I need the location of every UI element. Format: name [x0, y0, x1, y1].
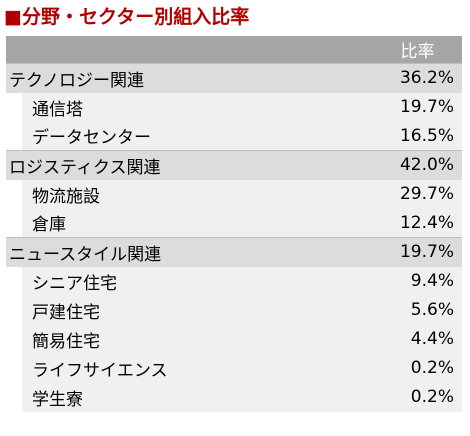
category-value: 42.0% — [344, 150, 462, 180]
subitem-value: 5.6% — [344, 295, 462, 325]
category-row-logistics: ロジスティクス関連 42.0% — [6, 150, 462, 180]
subitem-name: 戸建住宅 — [22, 295, 344, 325]
row-indent — [6, 92, 22, 122]
category-name: ロジスティクス関連 — [6, 150, 344, 180]
row-indent — [6, 295, 22, 325]
subitem-row: 通信塔 19.7% — [6, 92, 462, 122]
subitem-row: 簡易住宅 4.4% — [6, 324, 462, 354]
subitem-name: ライフサイエンス — [22, 353, 344, 383]
category-value: 19.7% — [344, 237, 462, 267]
subitem-value: 29.7% — [344, 179, 462, 209]
subitem-value: 19.7% — [344, 92, 462, 122]
allocation-table: 比率 テクノロジー関連 36.2% 通信塔 19.7% データセンター 16.5… — [6, 36, 462, 412]
category-row-technology: テクノロジー関連 36.2% — [6, 63, 462, 93]
row-indent — [6, 324, 22, 354]
subitem-row: データセンター 16.5% — [6, 121, 462, 151]
subitem-row: ライフサイエンス 0.2% — [6, 353, 462, 383]
title-bullet-icon: ■ — [4, 6, 22, 28]
subitem-name: シニア住宅 — [22, 266, 344, 296]
header-name-cell — [6, 36, 344, 64]
row-indent — [6, 208, 22, 238]
subitem-row: 倉庫 12.4% — [6, 208, 462, 238]
subitem-name: 学生寮 — [22, 382, 344, 412]
subitem-row: 戸建住宅 5.6% — [6, 295, 462, 325]
row-indent — [6, 179, 22, 209]
subitem-value: 0.2% — [344, 353, 462, 383]
subitem-row: 学生寮 0.2% — [6, 382, 462, 412]
row-indent — [6, 121, 22, 151]
header-ratio-label: 比率 — [344, 36, 462, 64]
subitem-name: 通信塔 — [22, 92, 344, 122]
subitem-row: 物流施設 29.7% — [6, 179, 462, 209]
subitem-row: シニア住宅 9.4% — [6, 266, 462, 296]
table-header-row: 比率 — [6, 36, 462, 64]
subitem-name: 倉庫 — [22, 208, 344, 238]
category-row-new-style: ニュースタイル関連 19.7% — [6, 237, 462, 267]
category-name: テクノロジー関連 — [6, 63, 344, 93]
category-name: ニュースタイル関連 — [6, 237, 344, 267]
title-text: 分野・セクター別組入比率 — [21, 6, 250, 28]
subitem-name: 簡易住宅 — [22, 324, 344, 354]
subitem-name: 物流施設 — [22, 179, 344, 209]
row-indent — [6, 266, 22, 296]
subitem-name: データセンター — [22, 121, 344, 151]
subitem-value: 16.5% — [344, 121, 462, 151]
row-indent — [6, 353, 22, 383]
subitem-value: 4.4% — [344, 324, 462, 354]
category-value: 36.2% — [344, 63, 462, 93]
row-indent — [6, 382, 22, 412]
page-title: ■分野・セクター別組入比率 — [4, 2, 249, 32]
subitem-value: 0.2% — [344, 382, 462, 412]
subitem-value: 12.4% — [344, 208, 462, 238]
subitem-value: 9.4% — [344, 266, 462, 296]
